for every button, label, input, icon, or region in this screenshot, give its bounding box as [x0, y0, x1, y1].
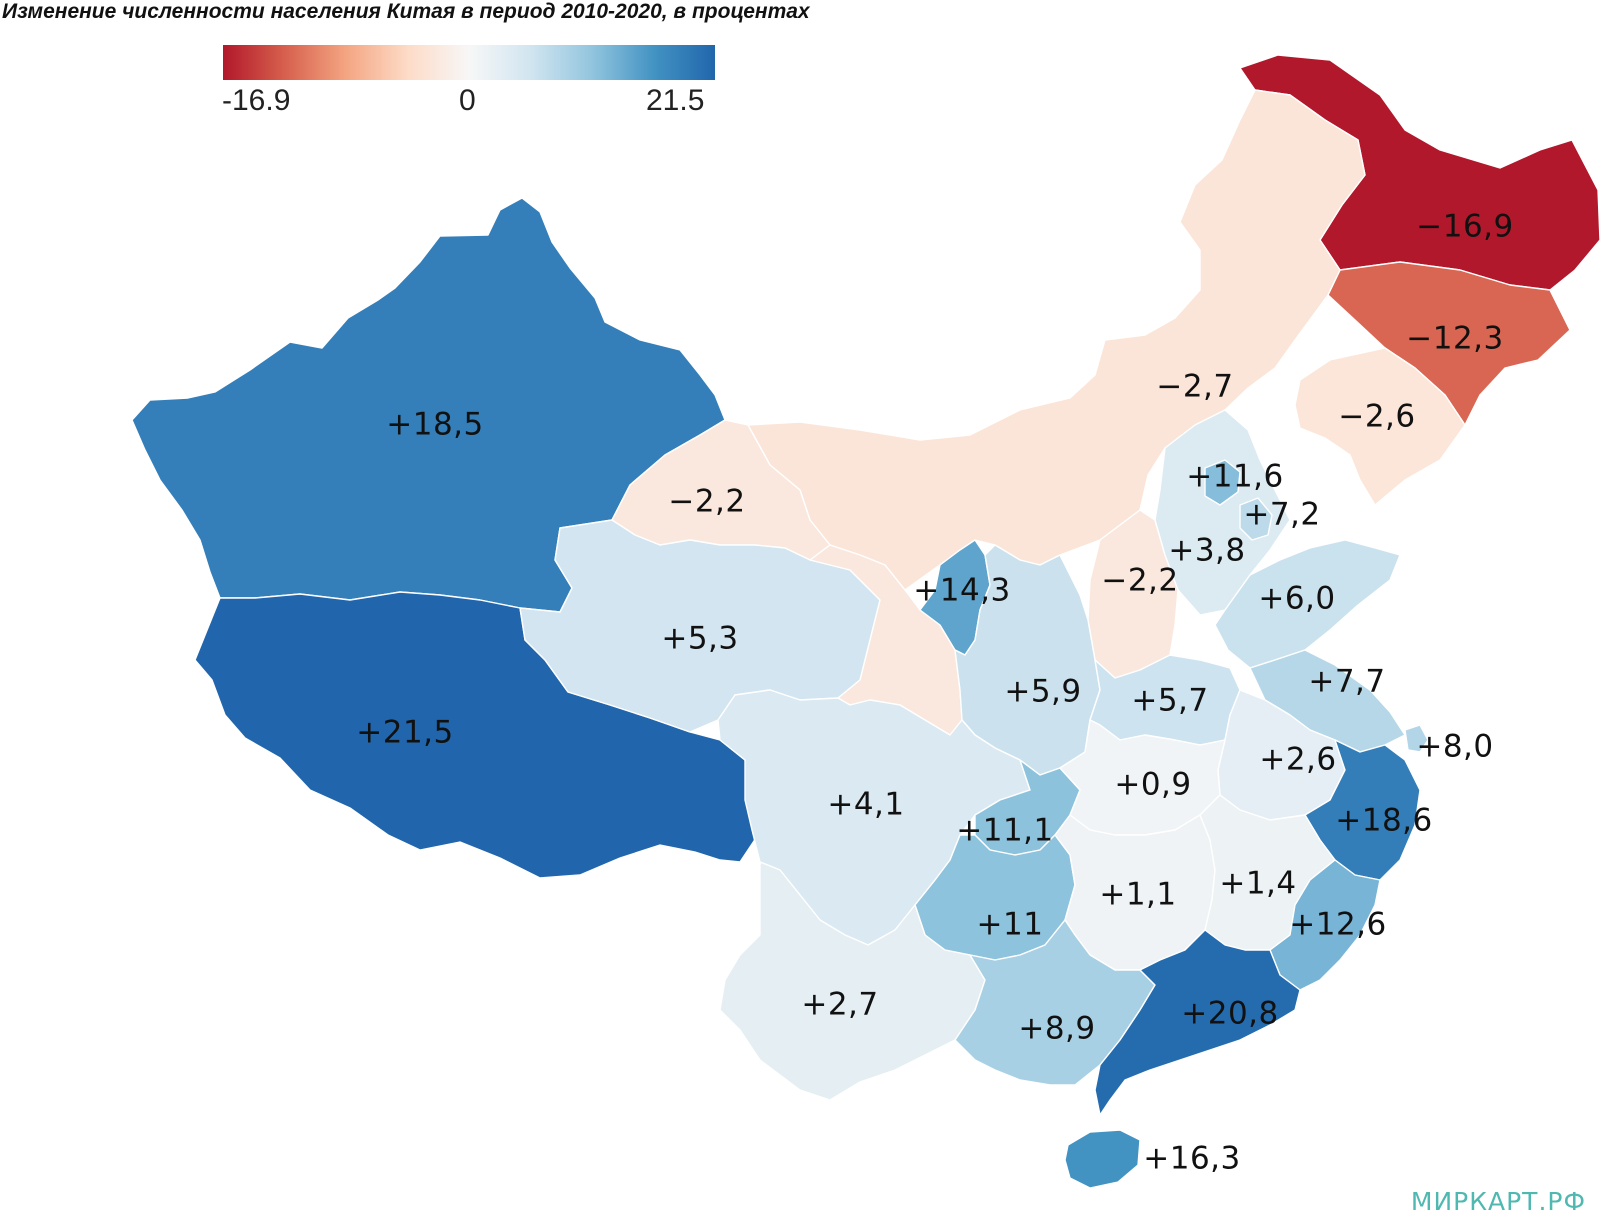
value-label-qinghai: +5,3: [661, 621, 738, 657]
value-label-yunnan: +2,7: [801, 987, 878, 1023]
region-shanghai: [1404, 724, 1429, 753]
watermark: МИРКАРТ.РФ: [1410, 1187, 1586, 1216]
value-label-guangxi: +8,9: [1018, 1011, 1095, 1047]
value-label-guangdong: +20,8: [1181, 996, 1279, 1032]
region-hebei: [1154, 409, 1291, 616]
region-guangdong: [1094, 929, 1301, 1116]
value-label-sichuan: +4,1: [827, 787, 904, 823]
value-label-hunan: +1,1: [1099, 877, 1176, 913]
legend-max-label: 21.5: [646, 84, 705, 117]
value-label-xinjiang: +18,5: [386, 407, 484, 443]
region-inner-mongolia: [747, 89, 1366, 591]
value-label-liaoning: −2,6: [1338, 399, 1415, 435]
value-label-inner-mongolia: −2,7: [1156, 369, 1233, 405]
value-label-hubei: +0,9: [1114, 767, 1191, 803]
region-shandong: [1214, 539, 1401, 669]
value-label-tianjin: +7,2: [1243, 497, 1320, 533]
value-label-zhejiang: +18,6: [1335, 803, 1433, 839]
value-label-guizhou: +11: [977, 907, 1044, 943]
value-label-ningxia: +14,3: [913, 573, 1011, 609]
value-label-beijing: +11,6: [1186, 459, 1284, 495]
region-liaoning: [1294, 347, 1466, 506]
value-label-hebei: +3,8: [1168, 533, 1245, 569]
legend-min-label: -16.9: [222, 84, 291, 117]
value-label-henan: +5,7: [1131, 683, 1208, 719]
value-label-jiangsu: +7,7: [1308, 664, 1385, 700]
region-jilin: [1327, 261, 1571, 426]
value-label-chongqing: +11,1: [956, 813, 1054, 849]
value-label-fujian: +12,6: [1289, 907, 1387, 943]
value-label-anhui: +2,6: [1259, 742, 1336, 778]
map-title: Изменение численности населения Китая в …: [2, 0, 810, 23]
value-label-jilin: −12,3: [1406, 321, 1504, 357]
value-label-shandong: +6,0: [1258, 581, 1335, 617]
legend-color-bar: [223, 45, 715, 80]
region-hainan: [1064, 1129, 1141, 1189]
value-label-jiangxi: +1,4: [1219, 866, 1296, 902]
legend-zero-label: 0: [459, 84, 476, 117]
value-label-shanghai: +8,0: [1416, 729, 1493, 765]
region-beijing: [1204, 459, 1241, 506]
value-label-tibet: +21,5: [356, 715, 454, 751]
value-label-heilongjiang: −16,9: [1416, 209, 1514, 245]
value-label-shanxi: −2,2: [1101, 563, 1178, 599]
value-label-shaanxi: +5,9: [1004, 674, 1081, 710]
region-tibet: [194, 591, 761, 879]
region-yunnan: [719, 861, 986, 1101]
value-label-hainan: +16,3: [1143, 1141, 1241, 1177]
value-label-gansu-west: −2,2: [668, 484, 745, 520]
region-tianjin: [1239, 497, 1273, 541]
